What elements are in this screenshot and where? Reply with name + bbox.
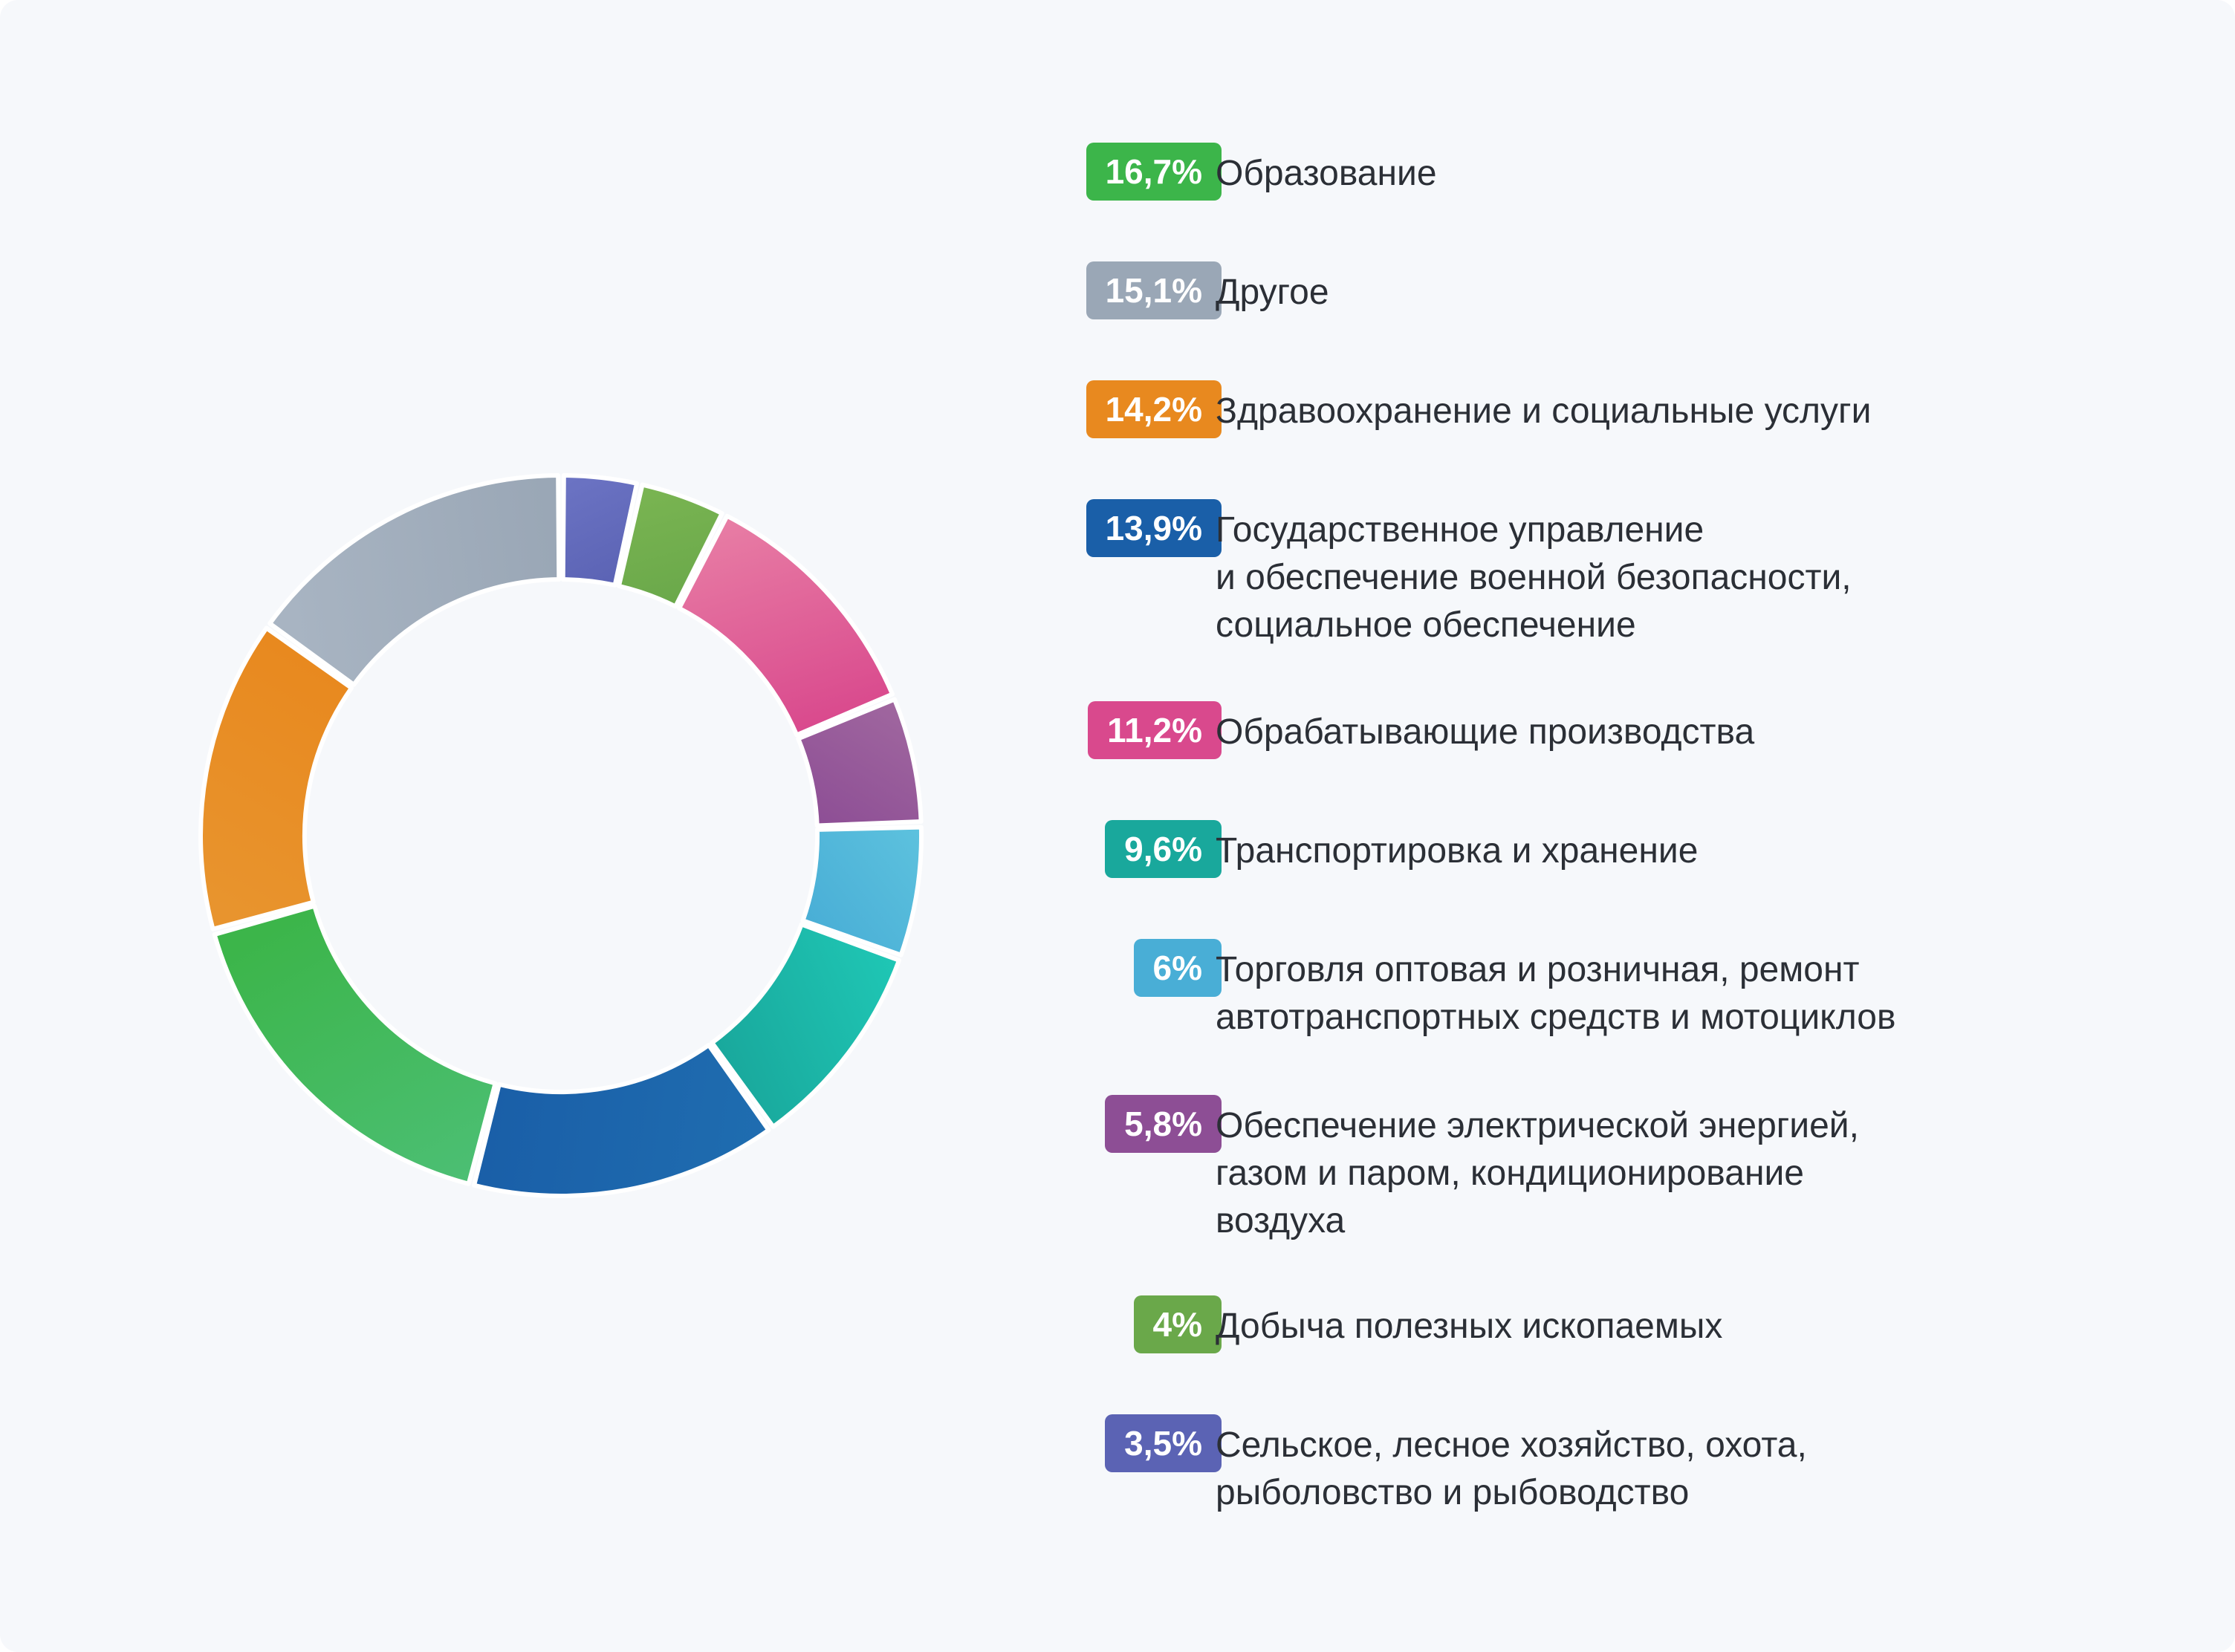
donut-slice bbox=[212, 903, 498, 1186]
legend-item: 3,5% Сельское, лесное хозяйство, охота, … bbox=[1025, 1414, 2184, 1512]
legend-label: Здравоохранение и социальные услуги bbox=[1216, 391, 1872, 431]
legend-value-badge: 16,7% bbox=[1086, 143, 1222, 201]
legend-label: Транспортировка и хранение bbox=[1216, 831, 1699, 871]
legend-label: Сельское, лесное хозяйство, охота, рыбол… bbox=[1216, 1425, 1807, 1512]
legend-item: 11,2% Обрабатывающие производства bbox=[1025, 701, 2184, 768]
legend-value-badge: 9,6% bbox=[1105, 820, 1222, 878]
legend-value-badge: 15,1% bbox=[1086, 261, 1222, 319]
legend-item: 9,6% Транспортировка и хранение bbox=[1025, 820, 2184, 887]
legend-value-badge: 14,2% bbox=[1086, 380, 1222, 438]
donut-slice bbox=[710, 922, 902, 1129]
legend-label: Государственное управление и обеспечение… bbox=[1216, 510, 1852, 645]
legend-item: 13,9% Государственное управление и обесп… bbox=[1025, 499, 2184, 645]
legend-label: Обеспечение электрической энергией, газо… bbox=[1216, 1106, 1859, 1240]
legend-item: 5,8% Обеспечение электрической энергией,… bbox=[1025, 1095, 2184, 1240]
legend-item: 16,7% Образование bbox=[1025, 143, 2184, 209]
legend-value-badge: 5,8% bbox=[1105, 1095, 1222, 1153]
legend-item: 4% Добыча полезных ископаемых bbox=[1025, 1295, 2184, 1362]
donut-slice bbox=[616, 482, 724, 609]
legend-label: Другое bbox=[1216, 273, 1329, 312]
legend-label: Торговля оптовая и розничная, ремонт авт… bbox=[1216, 950, 1896, 1037]
donut-slice bbox=[800, 825, 924, 957]
legend-value-badge: 6% bbox=[1133, 939, 1222, 997]
donut-slices bbox=[198, 473, 924, 1198]
legend-value-badge: 3,5% bbox=[1105, 1414, 1222, 1472]
legend-label: Образование bbox=[1216, 154, 1437, 193]
donut-slice bbox=[472, 1042, 771, 1198]
legend-item: 15,1% Другое bbox=[1025, 261, 2184, 328]
legend-value-badge: 13,9% bbox=[1086, 499, 1222, 557]
donut-slice bbox=[267, 473, 562, 687]
legend-item: 6% Торговля оптовая и розничная, ремонт … bbox=[1025, 939, 2184, 1037]
legend-item: 14,2% Здравоохранение и социальные услуг… bbox=[1025, 380, 2184, 447]
donut-slice bbox=[560, 473, 640, 588]
donut-slice bbox=[796, 697, 924, 828]
legend-label: Обрабатывающие производства bbox=[1216, 712, 1755, 752]
legend-value-badge: 4% bbox=[1133, 1295, 1222, 1353]
donut-slice bbox=[677, 513, 895, 738]
legend-value-badge: 11,2% bbox=[1088, 701, 1222, 759]
donut-chart bbox=[198, 473, 924, 1198]
donut-slice bbox=[198, 625, 354, 931]
legend-label: Добыча полезных ископаемых bbox=[1216, 1307, 1723, 1346]
